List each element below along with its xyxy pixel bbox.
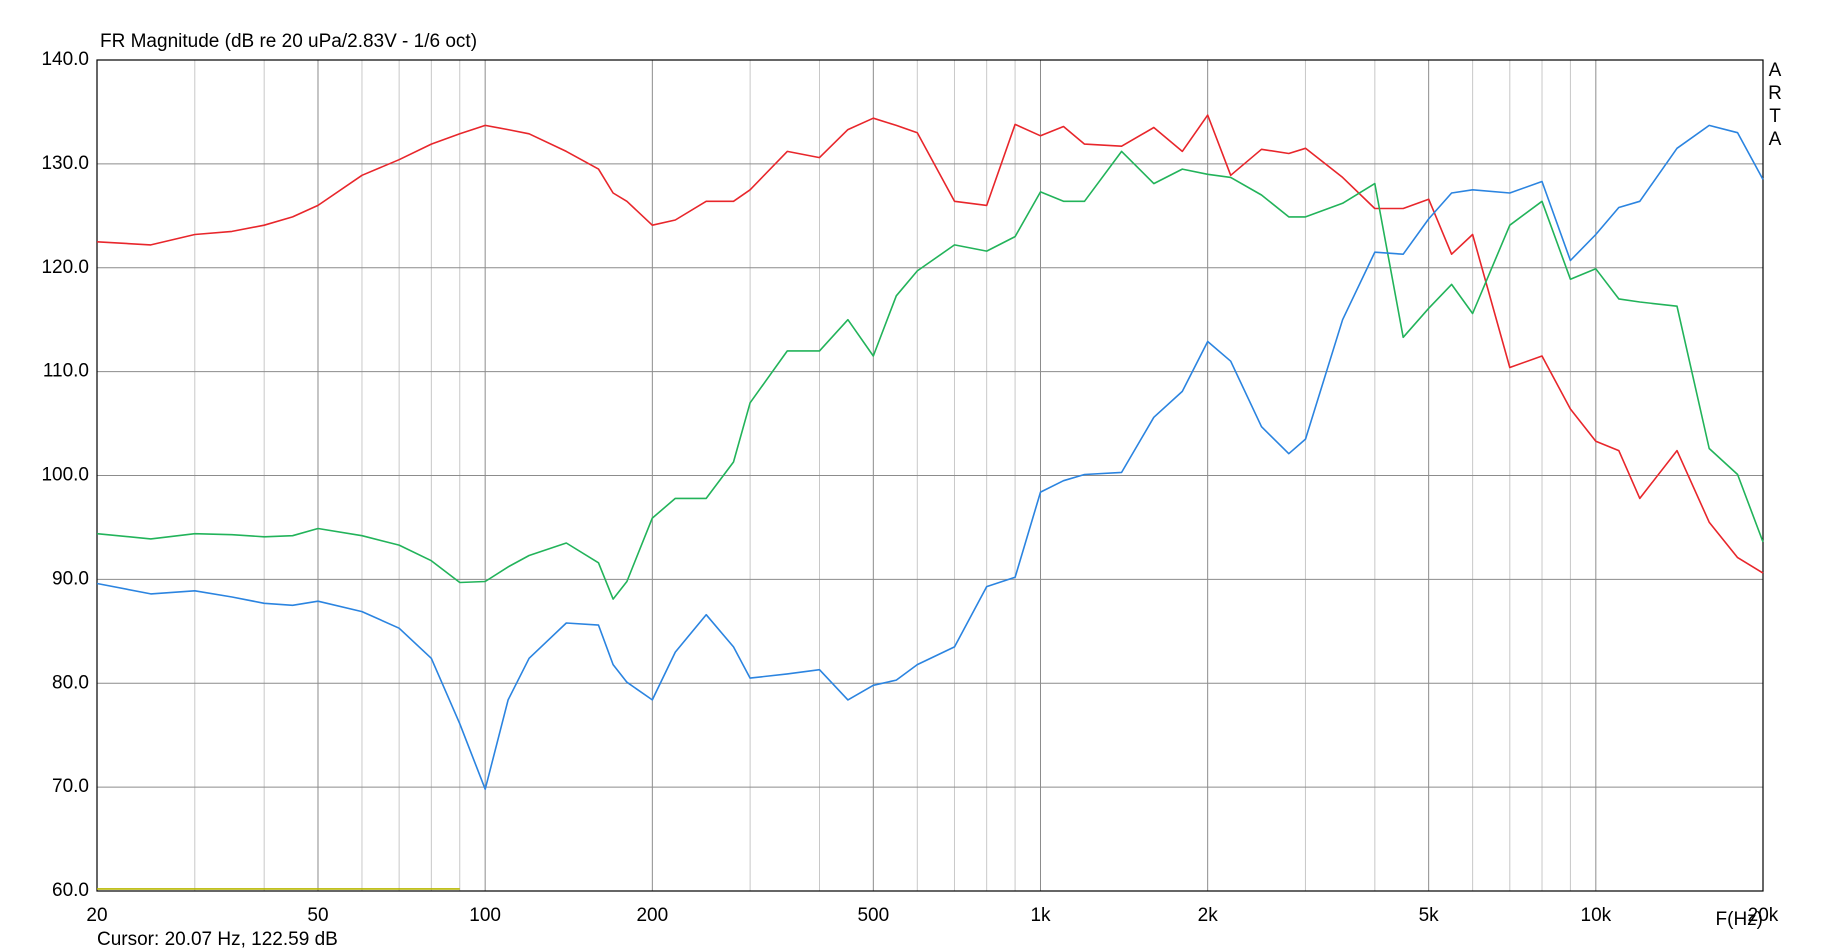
chart-title: FR Magnitude (dB re 20 uPa/2.83V - 1/6 o…: [100, 31, 477, 52]
y-tick-label: 90.0: [52, 568, 89, 589]
x-tick-label: 1k: [1030, 905, 1051, 926]
x-tick-label: 20: [86, 905, 107, 926]
x-tick-label: 10k: [1581, 905, 1612, 926]
series-line: [96, 124, 1764, 790]
x-tick-label: 500: [857, 905, 889, 926]
y-tick-label: 100.0: [41, 465, 89, 486]
y-tick-label: 110.0: [43, 361, 89, 382]
x-tick-label: 5k: [1419, 905, 1440, 926]
x-tick-label: 100: [469, 905, 501, 926]
x-tick-label: 200: [636, 905, 668, 926]
plot-frame: [96, 59, 1764, 892]
y-tick-label: 60.0: [52, 880, 89, 901]
y-tick-label: 130.0: [41, 153, 89, 174]
x-tick-label: 50: [307, 905, 328, 926]
x-tick-label: 2k: [1198, 905, 1219, 926]
x-tick-label: 20k: [1748, 905, 1779, 926]
y-tick-label: 80.0: [52, 672, 89, 693]
series-line: [96, 150, 1764, 600]
y-tick-label: 70.0: [52, 776, 89, 797]
series-line: [96, 114, 1764, 574]
y-tick-label: 140.0: [41, 49, 89, 70]
y-tick-label: 120.0: [41, 257, 89, 278]
cursor-readout: Cursor: 20.07 Hz, 122.59 dB: [97, 929, 338, 950]
x-axis-label: F(Hz): [1716, 909, 1763, 930]
